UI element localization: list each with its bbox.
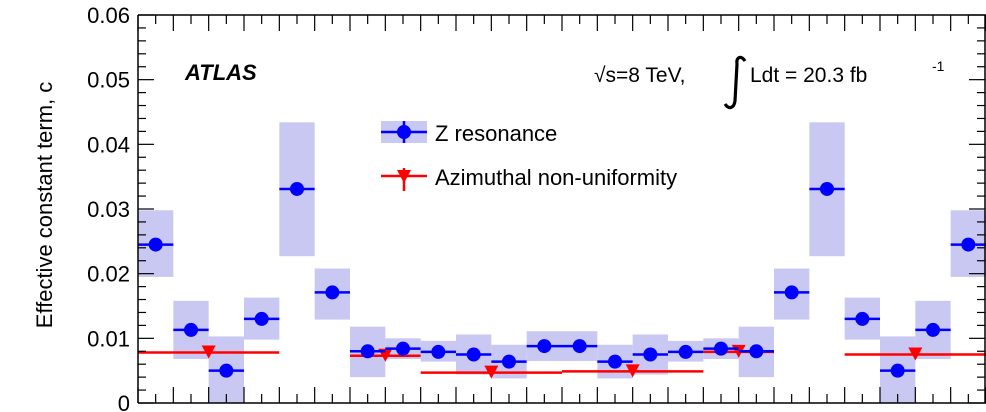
z-marker (396, 341, 410, 356)
y-tick-label: 0.03 (87, 197, 130, 222)
integral-sign (723, 55, 747, 110)
legend-z-marker (397, 125, 411, 139)
z-marker (572, 339, 587, 354)
z-marker (360, 344, 375, 359)
axes (137, 14, 986, 404)
legend-az-label: Azimuthal non-uniformity (435, 165, 677, 190)
z-resonance-series (138, 181, 986, 378)
z-marker (749, 344, 764, 359)
y-axis-label: Effective constant term, c (32, 82, 57, 329)
legend-entry-azimuthal: Azimuthal non-uniformity (381, 165, 677, 191)
legend-z-label: Z resonance (435, 121, 557, 146)
y-tick-label: 0.05 (87, 68, 130, 93)
z-marker (784, 285, 799, 300)
y-tick-label: 0 (118, 391, 130, 412)
z-marker (290, 181, 304, 196)
legend-entry-z: Z resonance (381, 121, 557, 146)
az-marker (201, 345, 216, 359)
legend-az-marker (397, 170, 411, 183)
z-marker (608, 354, 622, 369)
z-marker (325, 285, 340, 300)
z-marker (537, 339, 552, 354)
y-tick-label: 0.02 (87, 262, 130, 287)
z-marker (643, 347, 658, 362)
z-marker (254, 311, 269, 326)
energy-lumi-label: √s=8 TeV, Ldt = 20.3 fb -1 (594, 55, 945, 110)
lumi-exponent: -1 (932, 58, 945, 74)
z-marker (466, 347, 481, 362)
legend: Z resonance Azimuthal non-uniformity (381, 121, 677, 191)
y-tick-label: 0.01 (87, 326, 130, 351)
y-tick-label: 0.06 (87, 3, 130, 28)
z-marker (184, 322, 198, 337)
z-marker (961, 237, 976, 252)
z-marker (431, 344, 446, 359)
z-marker (219, 363, 234, 378)
z-marker (714, 341, 728, 356)
z-marker (855, 311, 870, 326)
experiment-label: ATLAS (184, 60, 257, 85)
z-marker (926, 322, 940, 337)
z-marker (148, 237, 163, 252)
lumi-text: Ldt = 20.3 fb (750, 64, 867, 87)
az-marker (908, 347, 923, 361)
y-tick-label: 0.04 (87, 132, 130, 157)
y-tick-labels: 0 0.01 0.02 0.03 0.04 0.05 0.06 (87, 3, 130, 412)
z-marker (820, 181, 834, 196)
az-marker (484, 365, 499, 379)
az-marker (625, 364, 640, 378)
z-marker (502, 354, 516, 369)
z-marker (890, 363, 905, 378)
energy-text: √s=8 TeV, (594, 64, 686, 87)
z-marker (678, 344, 693, 359)
